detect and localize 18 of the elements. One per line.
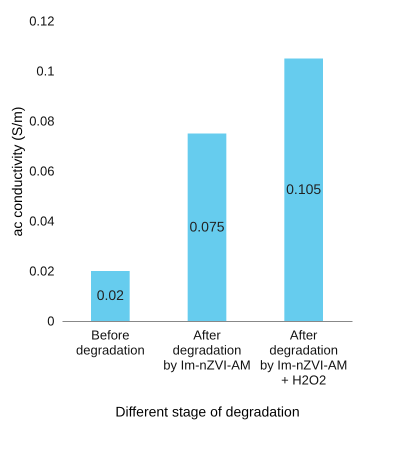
y-tick-label: 0.02 xyxy=(29,264,54,278)
y-tick-label: 0.08 xyxy=(29,114,54,128)
y-tick-label: 0.04 xyxy=(29,214,54,228)
x-tick-label: Before degradation xyxy=(76,328,145,358)
data-label: 0.02 xyxy=(96,287,124,303)
y-tick-label: 0.06 xyxy=(29,164,54,178)
y-tick-label: 0 xyxy=(47,314,54,328)
data-label: 0.105 xyxy=(286,180,322,197)
bar xyxy=(91,271,130,321)
x-axis-title: Different stage of degradation xyxy=(115,404,300,420)
x-tick-label: After degradation by Im-nZVI-AM + H2O2 xyxy=(260,328,348,388)
x-tick-label: After degradation by Im-nZVI-AM xyxy=(163,328,251,372)
y-tick-label: 0.12 xyxy=(29,14,54,28)
data-label: 0.075 xyxy=(189,218,225,234)
y-tick-label: 0.1 xyxy=(36,64,54,78)
bar xyxy=(188,134,226,321)
bar xyxy=(284,58,323,321)
y-axis-title: ac conductivity (S/m) xyxy=(9,106,26,236)
